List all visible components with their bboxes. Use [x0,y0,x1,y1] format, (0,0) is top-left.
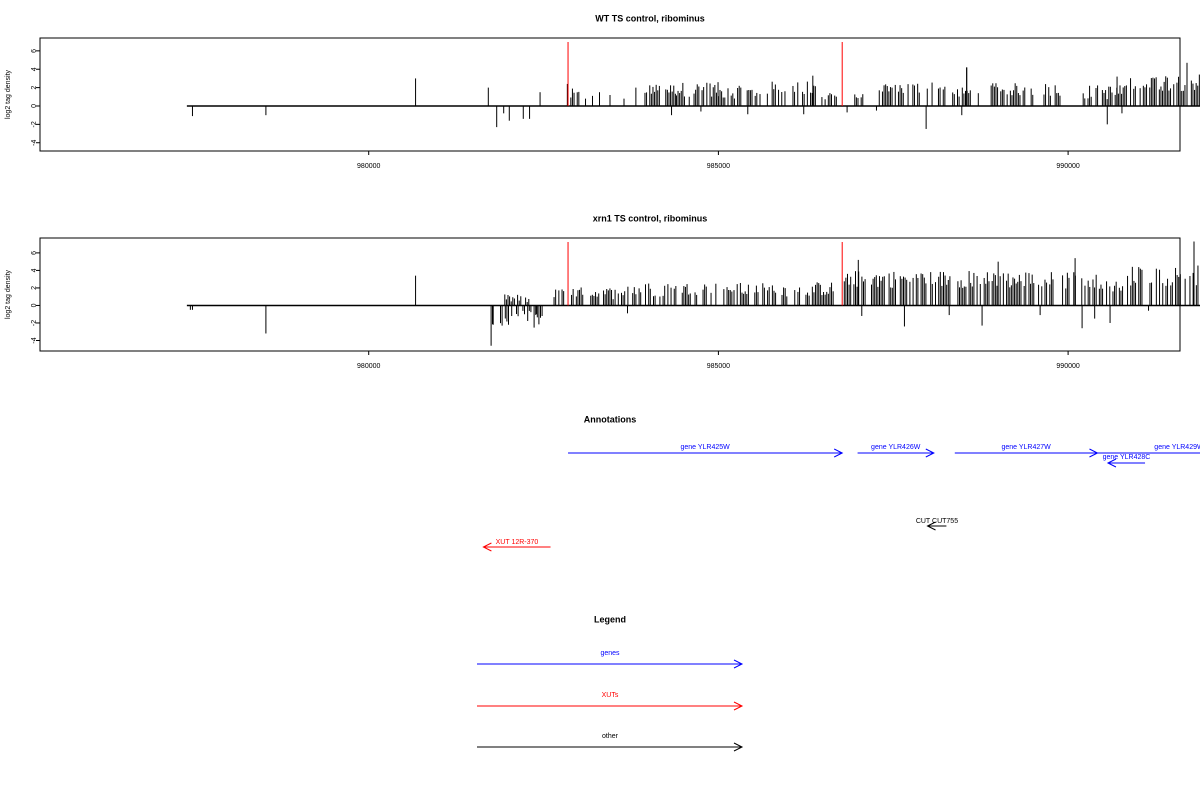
arrow-head [482,542,492,552]
feature-other: CUT CUT755 [916,518,958,531]
legend-item-gene: genes [477,650,744,669]
x-tick-label: 980000 [357,363,380,370]
chart-panel: xrn1 TS control, ribominus -4 -2 0 2 4 6 log2 t… [5,213,1200,370]
y-tick-label: 4 [31,268,38,272]
arrow-head [733,742,744,752]
legend-item-label: XUTs [602,692,619,699]
y-tick-label: 0 [31,104,38,108]
y-tick-label: 6 [31,49,38,53]
y-tick-label: 6 [31,251,38,255]
y-axis-label: log2 tag density [5,269,12,319]
arrow-head [733,659,744,669]
y-tick-label: -4 [31,337,38,343]
feature-label: gene YLR425W [680,444,730,451]
feature-gene: gene YLR427W [954,444,1099,458]
annotations-track: Annotations gene YLR425W gene YLR426W gene … [482,414,1200,552]
y-tick-label: 2 [31,86,38,90]
y-tick-label: -2 [31,121,38,127]
feature-label: gene YLR427W [1001,444,1051,451]
feature-label: XUT 12R-370 [496,539,539,546]
x-tick-label: 980000 [357,163,380,170]
feature-gene: gene YLR429W [1097,444,1200,454]
y-tick-label: 2 [31,286,38,290]
feature-xut: XUT 12R-370 [482,539,551,552]
feature-gene: gene YLR426W [857,444,935,458]
arrow-head [926,521,936,531]
legend: Legend genes XUTs other [477,614,744,752]
chart-title: xrn1 TS control, ribominus [593,213,708,223]
y-tick-label: 0 [31,303,38,307]
x-tick-label: 985000 [707,163,730,170]
y-tick-label: 4 [31,67,38,71]
feature-label: CUT CUT755 [916,518,958,525]
x-tick-label: 990000 [1056,163,1079,170]
feature-label: gene YLR429W [1154,444,1200,451]
x-tick-label: 990000 [1056,363,1079,370]
feature-gene: gene YLR425W [568,444,844,458]
arrow-head [925,448,935,458]
legend-item-label: genes [600,650,620,657]
feature-gene: gene YLR428C [1103,454,1151,468]
arrow-head [733,701,744,711]
legend-item-label: other [602,733,619,740]
plot-frame [39,37,1181,152]
chart-panel: WT TS control, ribominus -4 -2 0 2 4 6 log2 tag… [5,13,1200,170]
y-tick-label: -4 [31,140,38,146]
legend-item-other: other [477,733,744,752]
arrow-head [1106,458,1117,468]
legend-item-xut: XUTs [477,692,744,711]
feature-label: gene YLR428C [1103,454,1151,461]
annotations-title: Annotations [584,414,637,424]
feature-label: gene YLR426W [871,444,921,451]
legend-title: Legend [594,614,626,624]
y-tick-label: -2 [31,320,38,326]
arrow-head [833,448,844,458]
chart-title: WT TS control, ribominus [595,13,705,23]
y-axis-label: log2 tag density [5,69,12,119]
x-tick-label: 985000 [707,363,730,370]
